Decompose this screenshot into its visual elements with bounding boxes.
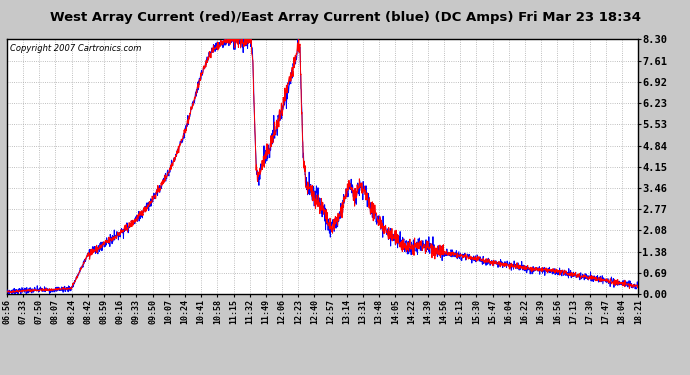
Text: West Array Current (red)/East Array Current (blue) (DC Amps) Fri Mar 23 18:34: West Array Current (red)/East Array Curr… [50,11,640,24]
Text: Copyright 2007 Cartronics.com: Copyright 2007 Cartronics.com [10,45,141,54]
